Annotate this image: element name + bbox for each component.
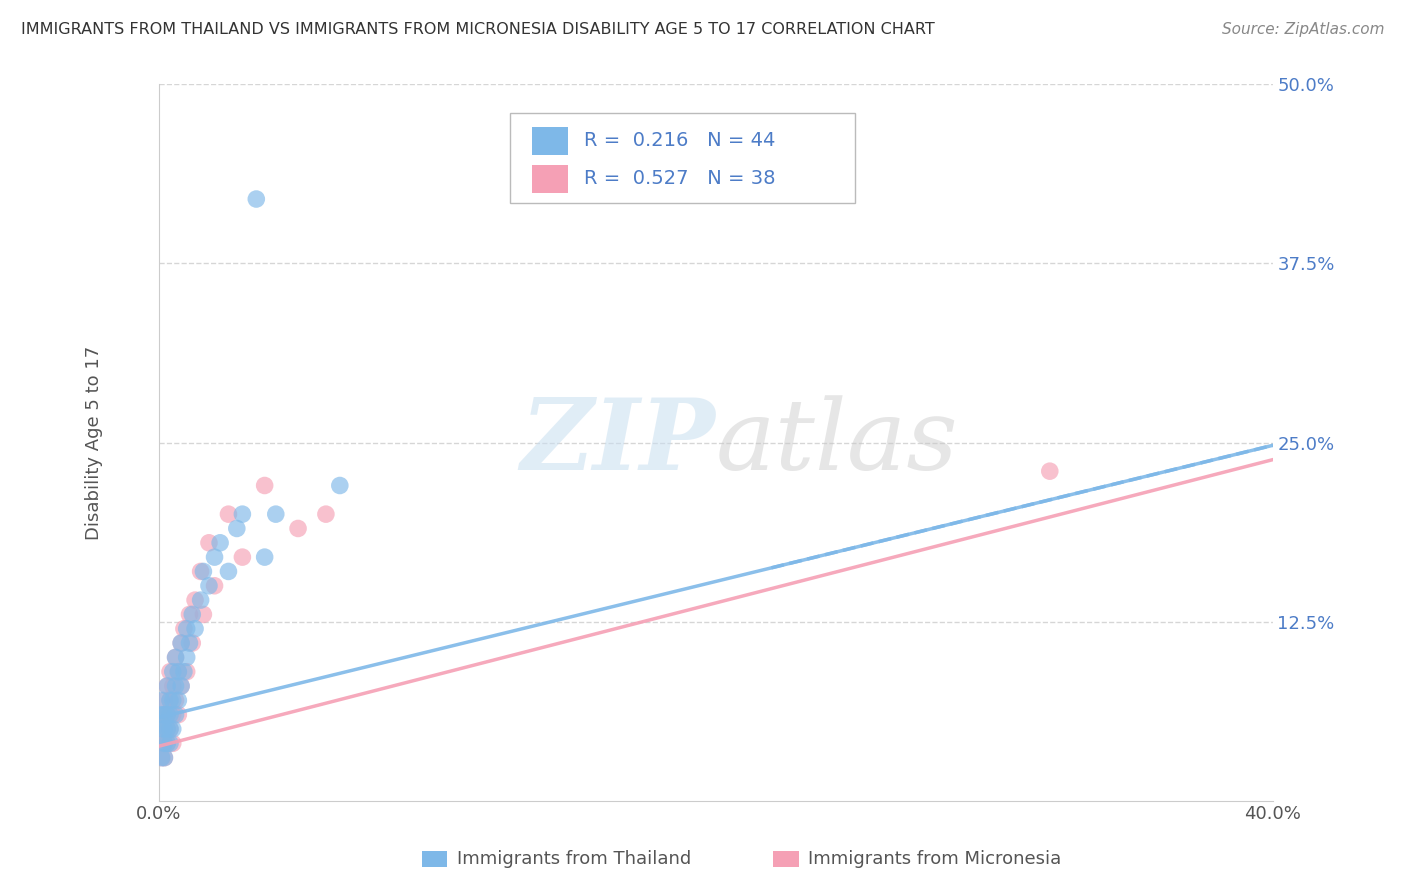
Point xyxy=(193,607,215,622)
Point xyxy=(156,679,179,693)
Point xyxy=(162,722,184,736)
Point xyxy=(315,507,337,521)
Point xyxy=(170,679,193,693)
Point xyxy=(165,707,187,722)
Point xyxy=(176,650,198,665)
Point xyxy=(159,693,181,707)
Point xyxy=(253,478,276,492)
Point xyxy=(153,736,176,750)
Text: R =  0.216   N = 44: R = 0.216 N = 44 xyxy=(585,131,776,150)
Point xyxy=(167,665,190,679)
Point xyxy=(184,593,207,607)
Point xyxy=(170,636,193,650)
Point xyxy=(165,650,187,665)
Point xyxy=(162,665,184,679)
Point xyxy=(159,707,181,722)
Point xyxy=(209,536,232,550)
Point xyxy=(156,679,179,693)
Point xyxy=(156,722,179,736)
Point xyxy=(217,507,239,521)
FancyBboxPatch shape xyxy=(531,128,568,154)
Point xyxy=(156,736,179,750)
Point xyxy=(156,722,179,736)
Point xyxy=(159,693,181,707)
Point xyxy=(225,521,247,535)
Point xyxy=(204,579,226,593)
Point xyxy=(150,722,173,736)
Point xyxy=(150,750,173,764)
Point xyxy=(156,707,179,722)
Point xyxy=(170,679,193,693)
Point xyxy=(179,636,201,650)
Point xyxy=(181,636,204,650)
Point xyxy=(156,736,179,750)
FancyBboxPatch shape xyxy=(509,113,855,202)
Point xyxy=(165,650,187,665)
Point xyxy=(162,736,184,750)
Point xyxy=(198,579,221,593)
Point xyxy=(167,665,190,679)
Point xyxy=(167,693,190,707)
Text: Immigrants from Micronesia: Immigrants from Micronesia xyxy=(808,850,1062,868)
FancyBboxPatch shape xyxy=(531,165,568,193)
Point xyxy=(162,679,184,693)
Point xyxy=(287,521,309,535)
Point xyxy=(153,750,176,764)
Text: ZIP: ZIP xyxy=(520,394,716,491)
Point xyxy=(150,736,173,750)
Point xyxy=(179,607,201,622)
Point xyxy=(173,622,195,636)
Text: R =  0.527   N = 38: R = 0.527 N = 38 xyxy=(585,169,776,188)
Point xyxy=(150,722,173,736)
Point xyxy=(150,707,173,722)
Point xyxy=(329,478,352,492)
Point xyxy=(150,750,173,764)
Text: IMMIGRANTS FROM THAILAND VS IMMIGRANTS FROM MICRONESIA DISABILITY AGE 5 TO 17 CO: IMMIGRANTS FROM THAILAND VS IMMIGRANTS F… xyxy=(21,22,935,37)
Point xyxy=(253,550,276,565)
Point xyxy=(165,693,187,707)
Point xyxy=(173,665,195,679)
Text: Source: ZipAtlas.com: Source: ZipAtlas.com xyxy=(1222,22,1385,37)
Point xyxy=(190,593,212,607)
Point xyxy=(231,507,253,521)
Point xyxy=(156,707,179,722)
Point xyxy=(231,550,253,565)
Point xyxy=(153,693,176,707)
Point xyxy=(165,679,187,693)
Point xyxy=(159,665,181,679)
Point xyxy=(204,550,226,565)
Point xyxy=(170,636,193,650)
Point xyxy=(176,665,198,679)
Text: Immigrants from Thailand: Immigrants from Thailand xyxy=(457,850,692,868)
Point xyxy=(159,736,181,750)
Point xyxy=(184,622,207,636)
Point xyxy=(150,693,173,707)
Point xyxy=(167,707,190,722)
Point xyxy=(153,750,176,764)
Point xyxy=(162,707,184,722)
Point xyxy=(217,565,239,579)
Y-axis label: Disability Age 5 to 17: Disability Age 5 to 17 xyxy=(86,345,103,540)
Point xyxy=(190,565,212,579)
Point xyxy=(193,565,215,579)
Point xyxy=(181,607,204,622)
Point xyxy=(176,622,198,636)
Point xyxy=(153,707,176,722)
Point xyxy=(245,192,267,206)
Point xyxy=(162,693,184,707)
Point xyxy=(153,736,176,750)
Point xyxy=(264,507,287,521)
Point xyxy=(159,722,181,736)
Point xyxy=(153,722,176,736)
Point xyxy=(153,707,176,722)
Point xyxy=(159,722,181,736)
Point xyxy=(1039,464,1062,478)
Point xyxy=(198,536,221,550)
Text: atlas: atlas xyxy=(716,395,959,491)
